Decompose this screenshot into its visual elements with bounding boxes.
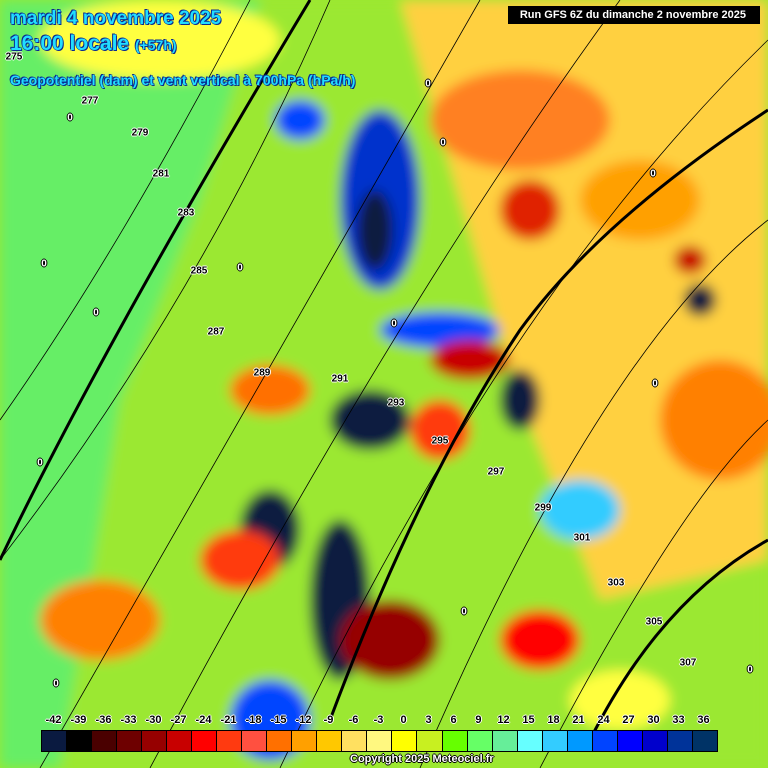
zero-label: 0	[652, 378, 658, 390]
contour-label: 305	[645, 616, 663, 628]
colorbar-swatch	[67, 731, 93, 751]
colorbar-swatch	[192, 731, 218, 751]
colorbar-tick-label: 24	[597, 714, 610, 726]
colorbar-swatch	[92, 731, 118, 751]
colorbar-tick-label: -42	[45, 714, 62, 726]
colorbar-tick-label: 36	[697, 714, 710, 726]
colorbar-swatch	[292, 731, 318, 751]
colorbar-tick-label: 3	[425, 714, 432, 726]
colorbar-tick-label: 21	[572, 714, 585, 726]
colorbar-swatch	[517, 731, 543, 751]
colorbar-swatch	[617, 731, 643, 751]
zero-label: 0	[747, 664, 753, 676]
contour-label: 295	[431, 435, 449, 447]
colorbar-tick-label: -27	[170, 714, 187, 726]
colorbar-tick-label: 18	[547, 714, 560, 726]
contour-label: 293	[387, 397, 405, 409]
colorbar-tick-label: -24	[195, 714, 212, 726]
zero-label: 0	[53, 678, 59, 690]
colorbar-tick-label: -3	[373, 714, 384, 726]
colorbar-swatch	[492, 731, 518, 751]
colorbar-ticks: -42 -39 -36 -33 -30 -27 -24 -21 -18 -15 -12 -9 -6 -3 0…	[41, 714, 716, 728]
contour-label: 283	[177, 207, 195, 219]
colorbar-tick-label: -6	[348, 714, 359, 726]
copyright: Copyright 2025 Meteociel.fr	[350, 753, 494, 765]
colorbar-swatch	[367, 731, 393, 751]
zero-label: 0	[237, 262, 243, 274]
contour-label: 303	[607, 577, 625, 589]
contour-label: 287	[207, 326, 225, 338]
colorbar-swatch	[167, 731, 193, 751]
zero-label: 0	[41, 258, 47, 270]
colorbar-tick-label: -33	[120, 714, 137, 726]
colorbar-swatch	[592, 731, 618, 751]
colorbar-tick-label: -30	[145, 714, 162, 726]
contour-label: 291	[331, 373, 349, 385]
colorbar-swatch	[42, 731, 68, 751]
colorbar-tick-label: -21	[220, 714, 237, 726]
colorbar-swatch	[142, 731, 168, 751]
contour-label: 289	[253, 367, 271, 379]
zero-label: 0	[440, 137, 446, 149]
colorbar-tick-label: -9	[323, 714, 334, 726]
zero-label: 0	[93, 307, 99, 319]
colorbar-swatch	[567, 731, 593, 751]
colorbar-tick-label: 9	[475, 714, 482, 726]
colorbar-swatch	[242, 731, 268, 751]
zero-label: 0	[67, 112, 73, 124]
contour-label: 281	[152, 168, 170, 180]
colorbar-swatch	[692, 731, 717, 751]
colorbar-swatch	[442, 731, 468, 751]
local-time: 16:00 locale	[9, 32, 130, 56]
colorbar-legend	[41, 730, 718, 752]
colorbar-tick-label: 30	[647, 714, 660, 726]
forecast-date: mardi 4 novembre 2025	[9, 8, 222, 30]
colorbar-tick-label: -15	[270, 714, 287, 726]
colorbar-swatch	[667, 731, 693, 751]
contour-label: 301	[573, 532, 591, 544]
colorbar-swatch	[542, 731, 568, 751]
lead-time: (+57h)	[134, 37, 177, 54]
contour-label: 299	[534, 502, 552, 514]
colorbar-tick-label: 12	[497, 714, 510, 726]
colorbar-swatch	[317, 731, 343, 751]
front-lines	[0, 0, 768, 741]
contour-label: 279	[131, 127, 149, 139]
zero-label: 0	[391, 318, 397, 330]
parameter-title: Geopotentiel (dam) et vent vertical à 70…	[9, 72, 356, 89]
colorbar-swatch	[342, 731, 368, 751]
colorbar-tick-label: 15	[522, 714, 535, 726]
contour-label: 277	[81, 95, 99, 107]
colorbar-swatch	[217, 731, 243, 751]
zero-label: 0	[461, 606, 467, 618]
zero-label: 0	[425, 78, 431, 90]
contour-label: 285	[190, 265, 208, 277]
colorbar-tick-label: -12	[295, 714, 312, 726]
contour-label: 307	[679, 657, 697, 669]
colorbar-swatch	[117, 731, 143, 751]
colorbar-tick-label: 0	[400, 714, 407, 726]
contour-label: 275	[5, 51, 23, 63]
zero-label: 0	[650, 168, 656, 180]
colorbar-tick-label: 27	[622, 714, 635, 726]
colorbar-tick-label: 6	[450, 714, 457, 726]
colorbar-tick-label: 33	[672, 714, 685, 726]
colorbar-swatch	[417, 731, 443, 751]
colorbar-swatch	[467, 731, 493, 751]
zero-label: 0	[37, 457, 43, 469]
colorbar-swatch	[267, 731, 293, 751]
colorbar-tick-label: -36	[95, 714, 112, 726]
colorbar-tick-label: -39	[70, 714, 87, 726]
forecast-time: 16:00 locale (+57h)	[9, 32, 177, 56]
model-run-label: Run GFS 6Z du dimanche 2 novembre 2025	[507, 6, 760, 24]
contour-label: 297	[487, 466, 505, 478]
colorbar-swatch	[392, 731, 418, 751]
colorbar-swatch	[642, 731, 668, 751]
colorbar-tick-label: -18	[245, 714, 262, 726]
